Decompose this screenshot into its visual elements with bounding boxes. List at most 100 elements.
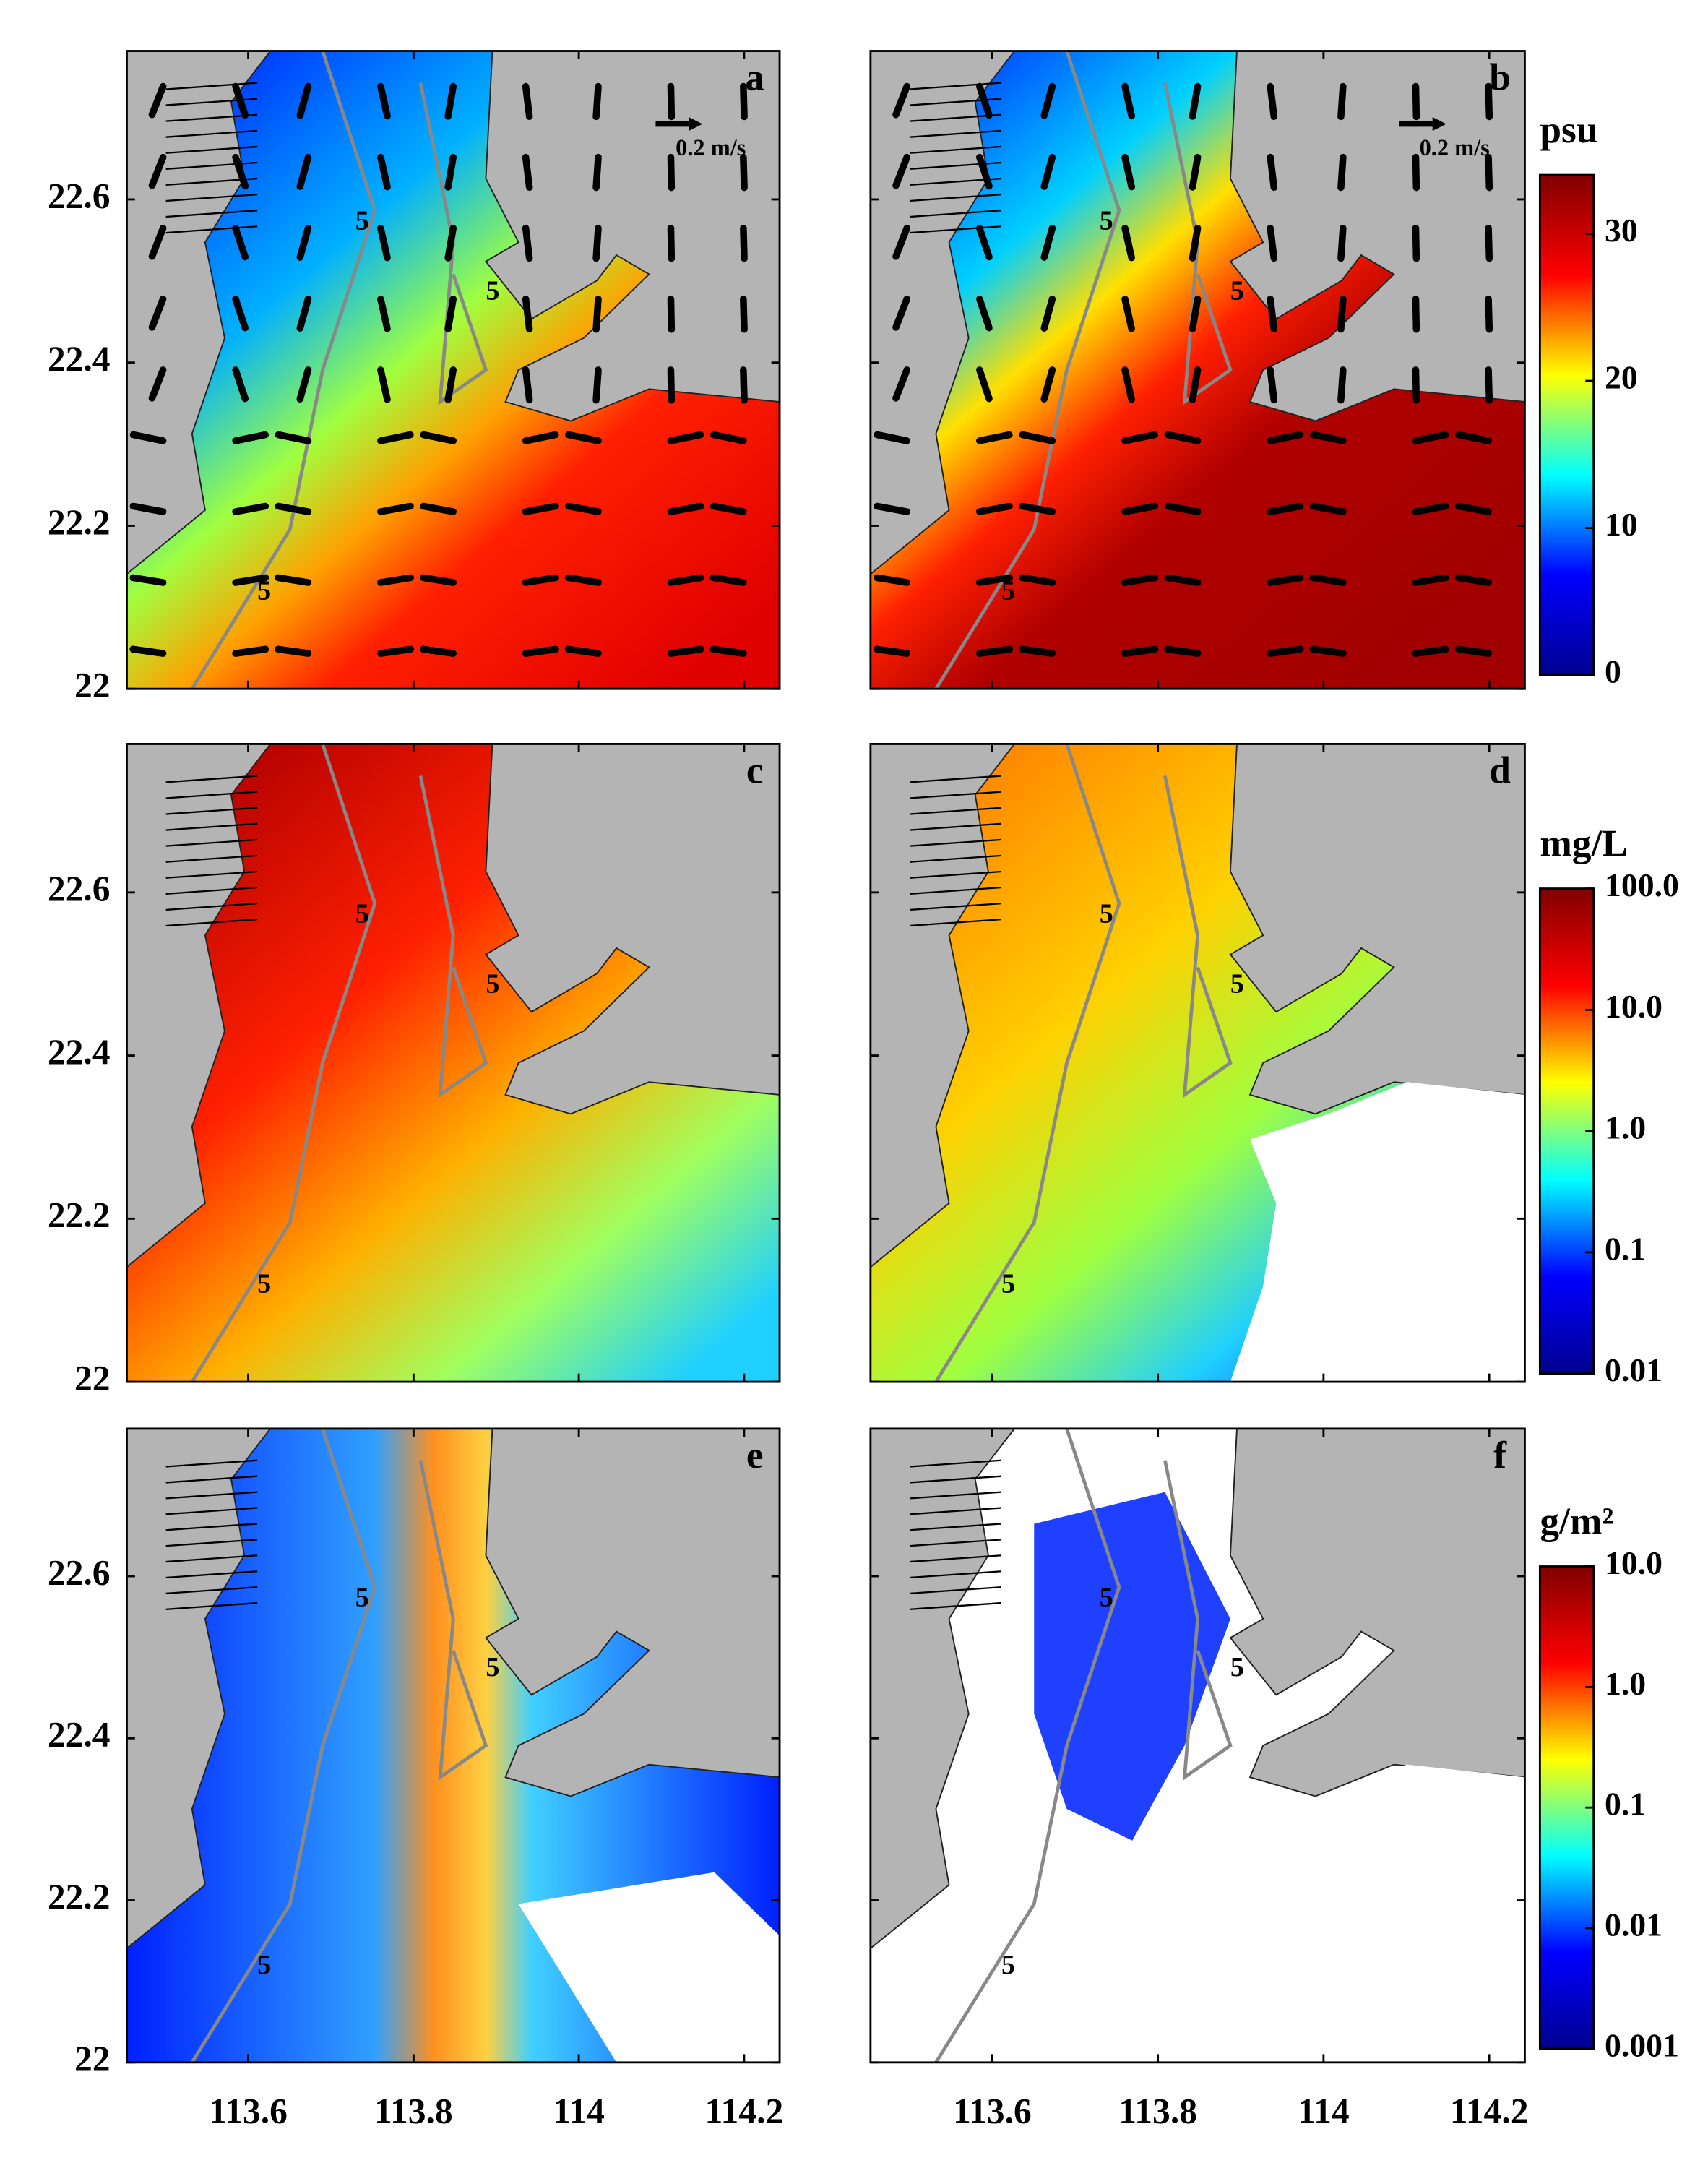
current-vector [148, 82, 167, 119]
current-vector [296, 82, 312, 119]
current-vector [296, 296, 312, 332]
current-vector [444, 82, 457, 120]
jetty [165, 1507, 258, 1515]
jetty [910, 145, 1002, 154]
x-tick-label: 114.2 [1450, 2091, 1529, 2131]
current-vector [1454, 645, 1492, 657]
current-vector [232, 224, 249, 261]
current-vector [667, 82, 676, 121]
current-vector [892, 296, 910, 331]
current-vector [522, 502, 559, 515]
current-vector [1412, 153, 1420, 192]
panel-frame [869, 1427, 1526, 2064]
jetty [910, 210, 1002, 218]
contour-label: 5 [257, 576, 271, 606]
current-vector [976, 502, 1013, 515]
colorbar [1538, 1565, 1595, 2050]
current-vector [709, 574, 747, 586]
current-vector [1040, 82, 1056, 119]
current-vector [740, 82, 748, 121]
y-tick-label: 22.2 [48, 1195, 111, 1235]
current-vector [1485, 82, 1493, 121]
current-vector [275, 431, 312, 444]
jetty [910, 1491, 1002, 1500]
jetty [910, 1475, 1002, 1484]
contour-label: 5 [486, 969, 499, 999]
y-tick-label: 22 [74, 1358, 111, 1398]
current-vector [1189, 366, 1202, 403]
jetty [910, 1586, 1002, 1595]
jetty [910, 838, 1002, 847]
current-vector [1040, 366, 1056, 403]
colorbar [1538, 887, 1595, 1375]
current-vector [667, 502, 704, 515]
contour-label: 5 [355, 1582, 369, 1612]
jetty [165, 822, 258, 831]
current-vector [148, 224, 167, 260]
current-vector [129, 431, 167, 444]
colorbar-tick-label: 10.0 [1605, 988, 1662, 1025]
jetty [910, 886, 1002, 895]
current-vector [976, 645, 1014, 657]
contour [418, 775, 488, 1098]
jetty [165, 919, 258, 927]
contour-label: 5 [257, 1268, 271, 1299]
current-vector [1455, 502, 1492, 515]
jetty [165, 775, 258, 783]
panel-frame [126, 743, 781, 1383]
current-vector [1309, 645, 1347, 657]
y-tick-label: 22.2 [48, 502, 111, 542]
contour [934, 51, 1121, 689]
current-vector [377, 224, 391, 262]
x-tick-label: 114.2 [704, 2091, 783, 2131]
contour-label: 5 [1100, 1582, 1113, 1612]
current-vector [1309, 502, 1347, 515]
map-panel: 5 5 5 [126, 744, 780, 1382]
current-vector [892, 224, 910, 260]
colorbar-tick-label: 10 [1605, 506, 1638, 543]
current-vector [1267, 574, 1304, 586]
y-tick-label: 22 [74, 2039, 111, 2078]
colorbar-tick-label: 20 [1605, 359, 1638, 396]
jetty [165, 902, 258, 911]
contour-label: 5 [1230, 969, 1244, 999]
current-vector [976, 366, 993, 403]
jetty [165, 129, 258, 138]
colorbar-tick-label: 30 [1605, 212, 1638, 249]
contour-label: 5 [355, 899, 369, 929]
jetty [910, 1459, 1002, 1468]
contour-label: 5 [1230, 276, 1244, 306]
current-vector [1040, 224, 1056, 261]
current-vector [976, 431, 1013, 444]
current-vector [377, 574, 415, 586]
jetty [910, 1539, 1002, 1547]
patch [1034, 1492, 1230, 1841]
current-vector [740, 224, 748, 262]
jetty [165, 1601, 258, 1610]
current-vector [874, 502, 910, 515]
jetty [165, 1523, 258, 1531]
scale-label: 0.2 m/s [676, 135, 746, 161]
current-vector [377, 82, 391, 120]
current-vector [1267, 82, 1278, 120]
jetty [165, 1459, 258, 1468]
current-vector [976, 224, 993, 261]
current-vector [1121, 296, 1135, 332]
jetty [910, 225, 1002, 234]
colorbar-tick-label: 0.01 [1605, 1906, 1662, 1943]
jetty [910, 807, 1002, 815]
contour [934, 744, 1121, 1382]
current-vector [1164, 431, 1202, 444]
contour-label: 5 [355, 206, 369, 236]
current-vector [976, 574, 1013, 586]
current-vector [522, 431, 559, 444]
map-panel: 5 5 5 [870, 51, 1525, 689]
current-vector [667, 645, 704, 657]
current-vector [1337, 224, 1347, 262]
current-vector [592, 153, 602, 192]
map-panel: 5 5 5 [126, 1428, 780, 2063]
current-vector [296, 224, 312, 261]
colorbar-unit: psu [1540, 108, 1597, 151]
colorbar-tick-label: 0.001 [1605, 2026, 1679, 2063]
open-sea [1230, 1082, 1525, 1382]
